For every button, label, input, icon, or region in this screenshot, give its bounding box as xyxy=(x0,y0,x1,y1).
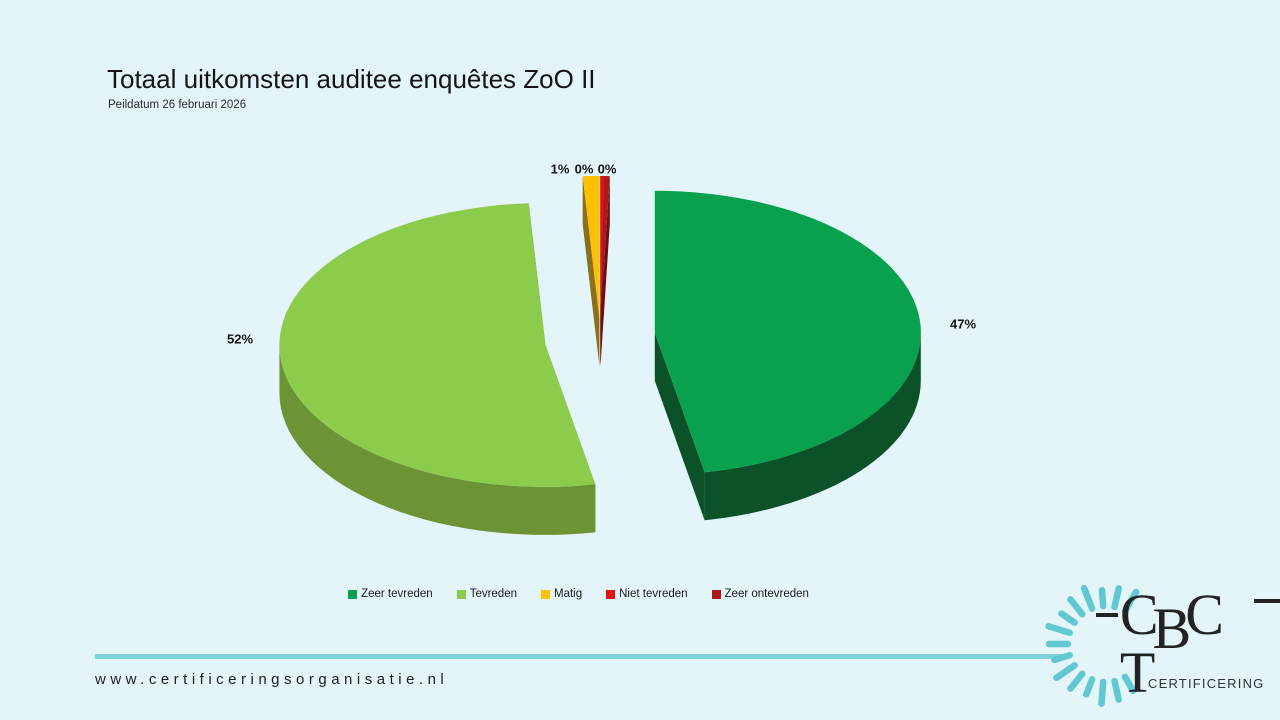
percent-label-zeer-ontevreden: 0% xyxy=(597,161,617,177)
footer-divider xyxy=(95,654,1062,659)
legend-item-zeer-ontevreden: Zeer ontevreden xyxy=(711,588,809,600)
page-title: Totaal uitkomsten auditee enquêtes ZoO I… xyxy=(107,64,596,94)
logo-ray xyxy=(1098,678,1107,708)
logo-ray xyxy=(1080,584,1096,612)
legend-swatch-icon xyxy=(348,589,358,599)
logo-letters: CBCT xyxy=(1120,586,1246,702)
legend-swatch-icon xyxy=(541,589,550,599)
pie-slice-tevreden xyxy=(279,203,596,535)
legend-label: Zeer tevreden xyxy=(361,588,433,600)
pie-slice-zeer-tevreden xyxy=(654,190,921,521)
footer-url-link[interactable]: www.certificeringsorganisatie.nl xyxy=(95,671,449,688)
legend-swatch-icon xyxy=(606,589,616,599)
logo-right-dash xyxy=(1254,599,1280,603)
legend-item-zeer-tevreden: Zeer tevreden xyxy=(348,588,433,600)
logo-ray xyxy=(1111,677,1122,703)
legend-item-niet-tevreden: Niet tevreden xyxy=(606,588,688,600)
cbct-logo: CBCT CERTIFICERING xyxy=(1030,572,1280,720)
logo-ray xyxy=(1111,585,1122,611)
logo-ray xyxy=(1083,676,1096,698)
logo-left-dash xyxy=(1096,613,1118,617)
logo-ray xyxy=(1067,596,1086,618)
percent-label-zeer-tevreden: 47% xyxy=(949,316,977,332)
legend-swatch-icon xyxy=(456,589,466,599)
logo-ray xyxy=(1045,623,1073,637)
percent-label-matig: 1% xyxy=(550,161,570,177)
logo-ray xyxy=(1121,673,1137,695)
logo-ray xyxy=(1051,651,1073,664)
legend-item-matig: Matig xyxy=(541,588,582,600)
legend-label: Niet tevreden xyxy=(619,588,688,600)
pie-slice-zeer-ontevreden xyxy=(600,176,610,366)
logo-ray xyxy=(1067,670,1086,692)
legend-label: Zeer ontevreden xyxy=(724,588,809,600)
pie-slice-matig xyxy=(582,176,600,366)
logo-letter: T xyxy=(1119,640,1156,705)
logo-letter: C xyxy=(1119,582,1159,647)
logo-subtext: CERTIFICERING xyxy=(1148,676,1265,691)
legend-label: Matig xyxy=(554,588,583,600)
logo-rays-icon xyxy=(1045,584,1140,708)
logo-ray xyxy=(1058,610,1078,626)
legend-label: Tevreden xyxy=(469,588,517,600)
percent-label-tevreden: 52% xyxy=(226,331,254,347)
logo-wordmark: CBCT xyxy=(1096,586,1280,702)
legend-swatch-icon xyxy=(711,589,721,599)
legend-item-tevreden: Tevreden xyxy=(456,588,517,600)
logo-ray xyxy=(1121,588,1140,615)
chart-legend: Zeer tevreden Tevreden Matig Niet tevreden Z… xyxy=(95,588,1062,600)
percent-label-niet-tevreden: 0% xyxy=(574,161,594,177)
logo-letter: C xyxy=(1185,582,1224,647)
logo-ray xyxy=(1053,662,1078,682)
logo-letter: B xyxy=(1152,596,1192,661)
slide-subtitle: Peildatum 26 februari 2026 xyxy=(108,99,247,111)
logo-ray xyxy=(1098,586,1107,610)
